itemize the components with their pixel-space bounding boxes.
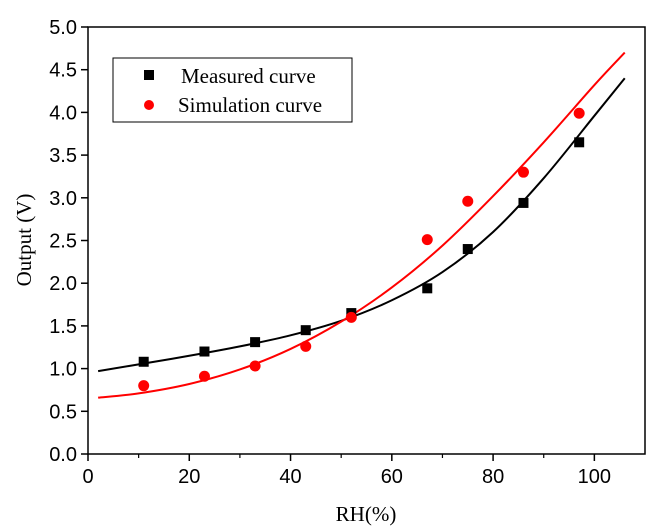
y-tick-label: 0.5: [49, 401, 77, 423]
y-tick-label: 1.5: [49, 316, 77, 338]
x-axis-label: RH(%): [336, 502, 397, 526]
measured-point: [300, 325, 311, 336]
y-tick-label: 4.0: [49, 102, 77, 124]
x-tick-label: 100: [578, 466, 611, 488]
measured-point: [518, 197, 529, 208]
measured-point: [422, 283, 433, 294]
simulation-point: [573, 107, 585, 119]
legend-label-simulation: Simulation curve: [178, 93, 322, 117]
measured-point: [462, 244, 473, 255]
x-tick-label: 60: [381, 466, 403, 488]
legend-label-measured: Measured curve: [181, 64, 316, 88]
x-axis: 0 20 40 60 80 100: [82, 454, 611, 488]
simulation-point: [421, 234, 433, 246]
simulation-point: [198, 370, 210, 382]
measured-fit-curve: [97, 77, 626, 373]
fit-curves: [97, 51, 626, 399]
x-tick-label: 40: [279, 466, 301, 488]
y-tick-label: 3.0: [49, 188, 77, 210]
simulation-point: [462, 195, 474, 207]
y-tick-label: 4.5: [49, 60, 77, 82]
y-tick-label: 0.0: [49, 444, 77, 466]
y-tick-label: 5.0: [49, 17, 77, 39]
simulation-point: [300, 340, 312, 352]
legend: Measured curve Simulation curve: [112, 57, 353, 123]
measured-point: [250, 337, 261, 348]
y-tick-label: 3.5: [49, 145, 77, 167]
simulation-point: [138, 380, 150, 392]
legend-box: [112, 57, 353, 123]
y-axis: 0.0 0.5 1.0 1.5 2.0 2.5 3.0 3.5 4.0 4.5 5.0: [49, 17, 88, 466]
y-tick-label: 2.0: [49, 273, 77, 295]
legend-marker-simulation: [144, 100, 154, 110]
legend-marker-measured: [144, 70, 154, 80]
x-tick-label: 0: [82, 466, 93, 488]
measured-point: [574, 137, 585, 148]
y-tick-label: 2.5: [49, 231, 77, 253]
simulation-point: [345, 311, 357, 323]
y-axis-label: Output (V): [12, 194, 36, 287]
x-tick-label: 80: [482, 466, 504, 488]
simulation-point: [517, 166, 529, 178]
data-points: [138, 107, 585, 392]
x-tick-label: 20: [178, 466, 200, 488]
simulation-fit-curve: [98, 51, 626, 399]
simulation-point: [249, 360, 261, 372]
measured-point: [199, 346, 210, 357]
measured-point: [138, 356, 149, 367]
y-tick-label: 1.0: [49, 359, 77, 381]
